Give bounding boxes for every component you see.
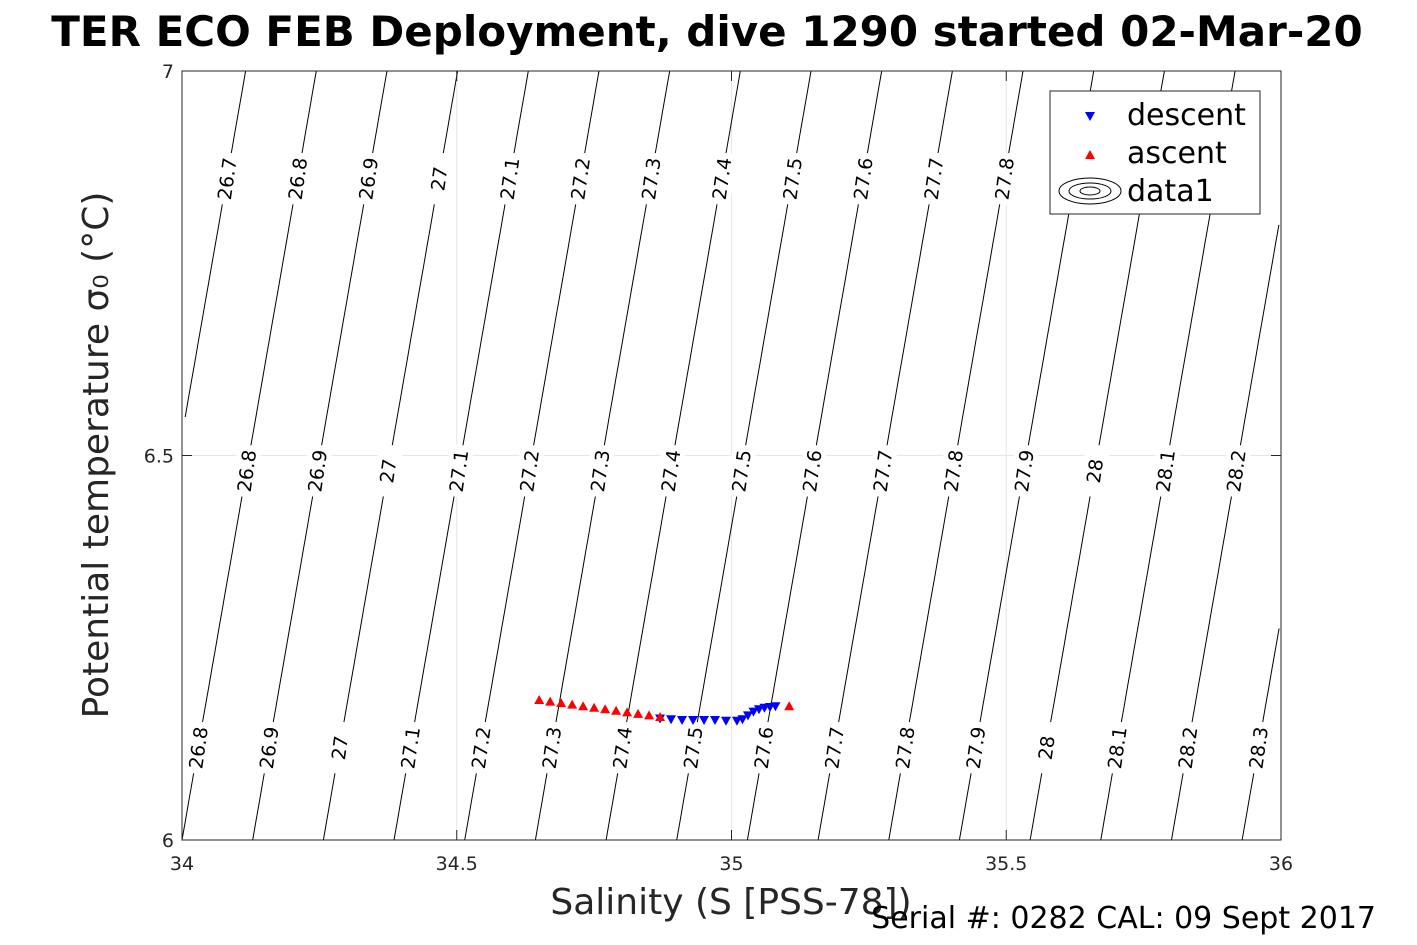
descent-point-2 — [677, 716, 688, 726]
contour-label-bg-27-1 — [372, 443, 404, 499]
contour-label-bg-28.3-0 — [1242, 720, 1274, 776]
contour-label-bg-27.8-1 — [937, 443, 969, 499]
contour-label-bg-26.8-2 — [281, 151, 313, 207]
ascent-point-9 — [633, 708, 644, 718]
contour-label-bg-27.9-0 — [960, 720, 992, 776]
contour-label-bg-26.9-1 — [301, 443, 333, 499]
contour-label-bg-27-0 — [323, 720, 355, 776]
legend-box — [1049, 90, 1261, 215]
x-axis-label: Salinity (S [PSS-78]) — [550, 882, 911, 923]
legend-descent-marker — [1085, 112, 1095, 121]
contour-label-bg-27.3-0 — [535, 720, 567, 776]
ascent-point-10 — [644, 710, 655, 720]
contour-label-bg-27.2-1 — [513, 443, 545, 499]
contour-label-bg-27.5-1 — [725, 443, 757, 499]
contour-label-bg-28-1 — [1079, 443, 1111, 499]
contour-label-bg-27.1-1 — [442, 443, 474, 499]
contour-label-bg-27.3-2 — [635, 151, 667, 207]
contour-label-bg-26.9-0 — [253, 720, 285, 776]
ascent-point-1 — [545, 696, 556, 706]
contour-label-28-1: 28 — [1083, 458, 1108, 485]
contour-label-bg-27.6-0 — [748, 720, 780, 776]
y-axis-label: Potential temperature σ₀ (°C) — [76, 192, 117, 719]
ascent-point-4 — [578, 701, 589, 711]
x-tick-label-0: 34 — [170, 853, 194, 875]
legend-ascent-label: ascent — [1127, 136, 1227, 171]
contour-label-bg-26.9-2 — [352, 151, 384, 207]
descent-point-6 — [721, 716, 732, 726]
contour-label-bg-27.9-1 — [1008, 443, 1040, 499]
contour-label-bg-28-0 — [1030, 720, 1062, 776]
contour-label-27-2: 27 — [427, 165, 452, 192]
descent-point-7 — [731, 716, 742, 726]
contour-label-bg-27.4-0 — [606, 720, 638, 776]
ascent-point-0 — [534, 695, 545, 705]
ascent-point-8 — [622, 707, 633, 717]
contour-label-bg-27.7-2 — [918, 151, 950, 207]
ascent-point-12 — [784, 701, 795, 711]
legend-data1-contour-icon — [1058, 177, 1122, 205]
descent-point-9 — [742, 711, 753, 721]
ascent-point-5 — [589, 702, 600, 712]
contour-label-bg-28.1-1 — [1149, 443, 1181, 499]
contour-label-bg-26.7-2 — [211, 151, 243, 207]
contour-line-26.7 — [184, 70, 247, 418]
legend: descent ascent data1 — [1049, 90, 1261, 215]
descent-point-11 — [753, 705, 764, 715]
contour-label-27-0: 27 — [328, 734, 353, 761]
contour-label-bg-28.2-0 — [1172, 720, 1204, 776]
contour-label-bg-27.2-0 — [465, 720, 497, 776]
legend-ascent-marker — [1085, 150, 1095, 159]
ascent-point-3 — [567, 699, 578, 709]
contour-label-28-0: 28 — [1035, 734, 1060, 761]
legend-descent-label: descent — [1127, 98, 1246, 133]
axis-ticks: 34 34.5 35 35.5 36 6 6.5 7 — [144, 61, 1293, 875]
descent-point-4 — [699, 716, 710, 726]
contour-label-bg-27.1-0 — [394, 720, 426, 776]
contour-label-bg-27.8-2 — [988, 151, 1020, 207]
descent-point-5 — [710, 716, 721, 726]
x-tick-label-3: 35.5 — [985, 853, 1027, 875]
y-tick-label-2: 7 — [162, 61, 174, 83]
data-points — [534, 695, 795, 726]
ascent-point-7 — [611, 705, 622, 715]
contour-label-bg-27.7-1 — [867, 443, 899, 499]
chart-title: TER ECO FEB Deployment, dive 1290 starte… — [51, 7, 1362, 56]
contour-label-bg-27.5-2 — [776, 151, 808, 207]
contour-label-bg-27.4-2 — [706, 151, 738, 207]
contour-label-bg-28.1-0 — [1101, 720, 1133, 776]
x-tick-label-4: 36 — [1269, 853, 1293, 875]
contour-label-bg-26.8-1 — [230, 443, 262, 499]
ascent-point-2 — [556, 698, 567, 708]
contour-label-bg-27.4-1 — [655, 443, 687, 499]
contour-label-bg-27.6-1 — [796, 443, 828, 499]
descent-point-10 — [748, 707, 759, 717]
ascent-point-6 — [600, 704, 611, 714]
serial-cal-footer: Serial #: 0282 CAL: 09 Sept 2017 — [871, 901, 1376, 936]
legend-data1-label: data1 — [1127, 174, 1214, 209]
x-tick-label-2: 35 — [719, 853, 743, 875]
contour-label-bg-27.1-2 — [494, 151, 526, 207]
contour-label-bg-27-2 — [423, 151, 455, 207]
contour-label-bg-28.2-1 — [1220, 443, 1252, 499]
contour-label-27-1: 27 — [376, 458, 401, 485]
contour-label-bg-27.6-2 — [847, 151, 879, 207]
y-tick-label-0: 6 — [162, 830, 174, 852]
ascent-point-11 — [655, 711, 666, 721]
contour-label-bg-27.7-0 — [818, 720, 850, 776]
descent-point-14 — [770, 702, 781, 712]
descent-point-3 — [688, 716, 699, 726]
descent-point-1 — [666, 715, 677, 725]
contour-label-bg-27.3-1 — [584, 443, 616, 499]
y-tick-label-1: 6.5 — [144, 446, 174, 468]
contour-label-bg-26.8-0 — [182, 720, 214, 776]
x-tick-label-1: 34.5 — [436, 853, 478, 875]
contour-label-bg-27.8-0 — [889, 720, 921, 776]
contour-label-bg-27.5-0 — [677, 720, 709, 776]
contour-label-bg-27.2-2 — [564, 151, 596, 207]
descent-point-8 — [737, 715, 748, 725]
